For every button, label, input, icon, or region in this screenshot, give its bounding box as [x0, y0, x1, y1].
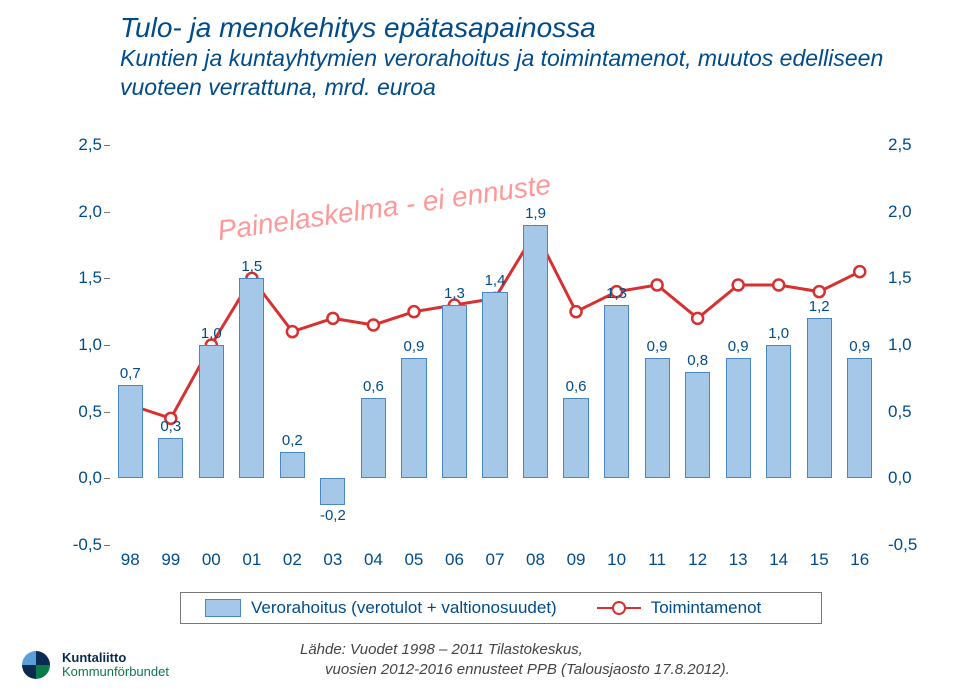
y-axis-label-right: 0,0: [888, 468, 926, 488]
bar: [766, 345, 791, 478]
bar-value-label: 0,6: [353, 378, 393, 395]
bar-value-label: 0,7: [110, 365, 150, 382]
y-tick: [104, 478, 110, 480]
x-axis-label: 08: [526, 550, 545, 570]
bar: [847, 358, 872, 478]
bar-value-label: 0,9: [718, 338, 758, 355]
bar: [523, 225, 548, 478]
y-tick: [104, 278, 110, 280]
x-axis-label: 13: [729, 550, 748, 570]
bar: [563, 398, 588, 478]
bar: [320, 478, 345, 505]
x-axis-label: 04: [364, 550, 383, 570]
bar-value-label: 1,3: [597, 285, 637, 302]
y-axis-label-right: 1,5: [888, 268, 926, 288]
y-axis-label-left: -0,5: [64, 535, 102, 555]
bar-value-label: 1,0: [759, 325, 799, 342]
y-axis-label-right: 2,0: [888, 202, 926, 222]
bar: [442, 305, 467, 478]
x-axis-label: 14: [769, 550, 788, 570]
y-tick: [104, 345, 110, 347]
bar: [645, 358, 670, 478]
chart-title: Tulo- ja menokehitys epätasapainossa: [120, 12, 900, 44]
bar-value-label: 0,9: [637, 338, 677, 355]
bar: [726, 358, 751, 478]
bar-value-label: -0,2: [313, 507, 353, 524]
x-axis-label: 06: [445, 550, 464, 570]
x-axis-label: 01: [242, 550, 261, 570]
x-axis-label: 16: [850, 550, 869, 570]
x-axis-label: 15: [810, 550, 829, 570]
legend-label-bars: Verorahoitus (verotulot + valtionosuudet…: [251, 598, 557, 618]
y-tick: [104, 412, 110, 414]
y-tick: [104, 545, 110, 547]
x-axis-label: 98: [121, 550, 140, 570]
y-axis-label-left: 2,0: [64, 202, 102, 222]
source-line-1: Lähde: Vuodet 1998 – 2011 Tilastokeskus,: [300, 641, 583, 658]
footer-logo: Kuntaliitto Kommunförbundet: [18, 647, 169, 683]
x-axis-label: 02: [283, 550, 302, 570]
y-axis-label-left: 1,0: [64, 335, 102, 355]
source-line-2: vuosien 2012-2016 ennusteet PPB (Talousj…: [325, 661, 730, 678]
y-axis-label-right: 0,5: [888, 402, 926, 422]
chart-subtitle: Kuntien ja kuntayhtymien verorahoitus ja…: [120, 44, 900, 102]
y-axis-label-right: -0,5: [888, 535, 926, 555]
bar-value-label: 0,8: [678, 352, 718, 369]
plot-area: -0,5-0,50,00,00,50,51,01,01,51,52,02,02,…: [110, 145, 880, 545]
x-axis-label: 00: [202, 550, 221, 570]
chart-header: Tulo- ja menokehitys epätasapainossa Kun…: [120, 12, 900, 102]
x-axis-label: 12: [688, 550, 707, 570]
y-tick: [104, 145, 110, 147]
bar-value-label: 0,9: [840, 338, 880, 355]
y-axis-label-left: 2,5: [64, 135, 102, 155]
source-note: Lähde: Vuodet 1998 – 2011 Tilastokeskus,…: [300, 640, 730, 679]
y-axis-label-left: 0,5: [64, 402, 102, 422]
logo-icon: [18, 647, 54, 683]
x-axis-label: 05: [404, 550, 423, 570]
chart-legend: Verorahoitus (verotulot + valtionosuudet…: [180, 592, 822, 624]
y-axis-label-right: 1,0: [888, 335, 926, 355]
bar-value-label: 0,3: [151, 418, 191, 435]
y-axis-label-left: 1,5: [64, 268, 102, 288]
legend-swatch-bars: [205, 599, 241, 617]
bar-value-label: 1,3: [434, 285, 474, 302]
bar-value-label: 1,0: [191, 325, 231, 342]
bar-value-label: 0,6: [556, 378, 596, 395]
chart-area: -0,5-0,50,00,00,50,51,01,01,51,52,02,02,…: [60, 145, 930, 585]
y-tick: [104, 212, 110, 214]
bar: [685, 372, 710, 479]
bar: [807, 318, 832, 478]
bar: [280, 452, 305, 479]
bar: [158, 438, 183, 478]
bar: [604, 305, 629, 478]
bar-value-label: 1,2: [799, 298, 839, 315]
bar-value-label: 1,9: [516, 205, 556, 222]
x-axis-label: 03: [323, 550, 342, 570]
bar: [239, 278, 264, 478]
bar: [482, 292, 507, 479]
x-axis-label: 99: [161, 550, 180, 570]
bar: [118, 385, 143, 478]
y-axis-label-left: 0,0: [64, 468, 102, 488]
logo-text-fi: Kuntaliitto: [62, 651, 169, 665]
bar-value-label: 0,2: [272, 432, 312, 449]
legend-swatch-line: [597, 607, 641, 609]
x-axis-label: 10: [607, 550, 626, 570]
y-axis-label-right: 2,5: [888, 135, 926, 155]
x-axis-label: 11: [648, 550, 666, 570]
x-axis-label: 07: [486, 550, 505, 570]
legend-label-line: Toimintamenot: [651, 598, 762, 618]
bar: [361, 398, 386, 478]
bar: [199, 345, 224, 478]
x-axis-label: 09: [567, 550, 586, 570]
bar-value-label: 1,4: [475, 272, 515, 289]
bar-value-label: 1,5: [232, 258, 272, 275]
bar: [401, 358, 426, 478]
logo-text-sv: Kommunförbundet: [62, 665, 169, 679]
bar-value-label: 0,9: [394, 338, 434, 355]
